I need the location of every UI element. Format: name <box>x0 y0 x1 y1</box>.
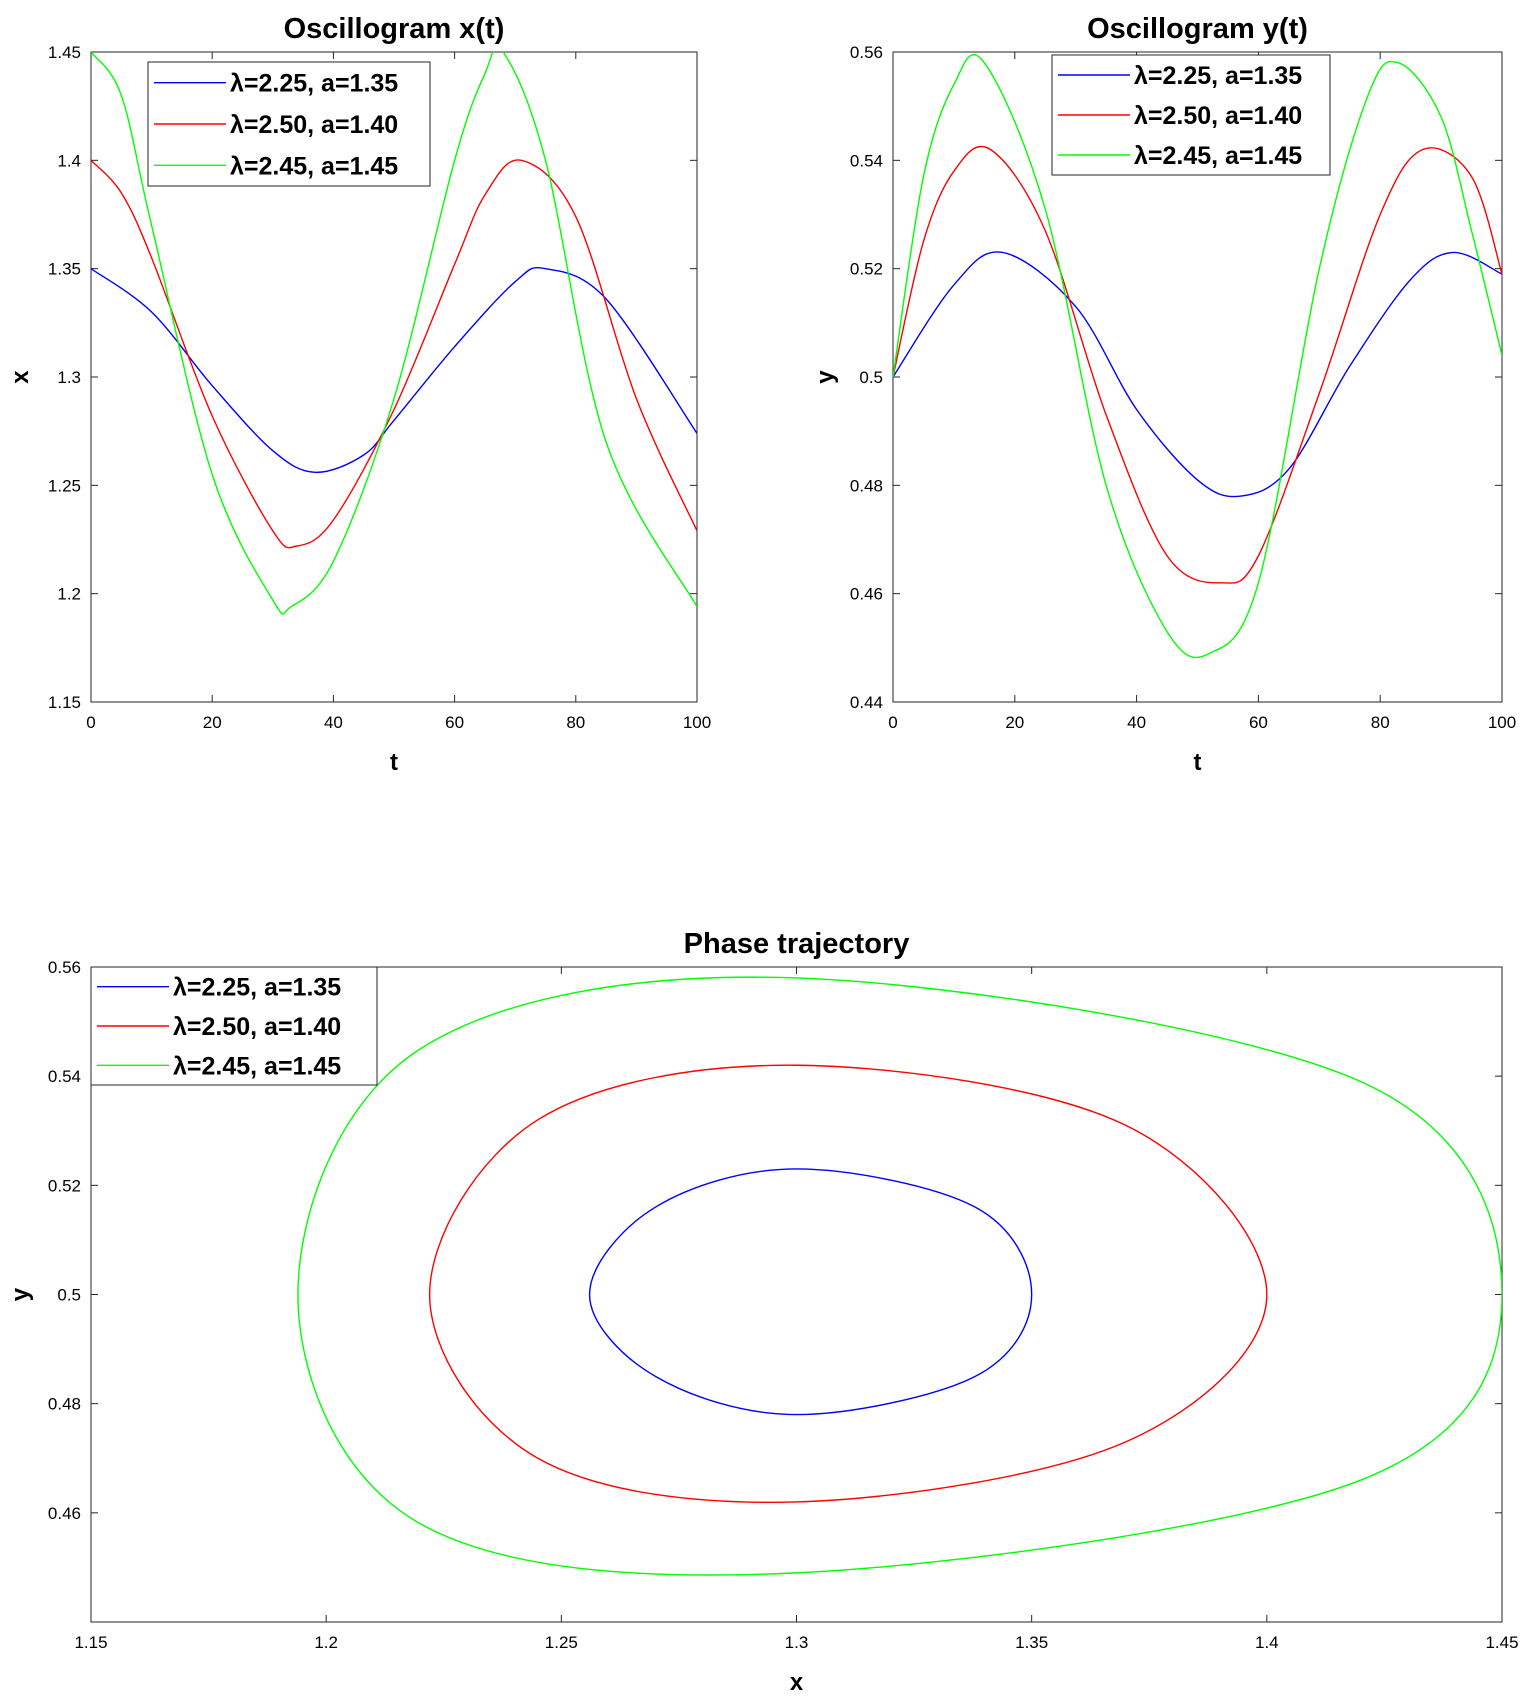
y-tick-label: 0.52 <box>48 1176 81 1195</box>
y-tick-label: 1.4 <box>57 151 81 170</box>
y-tick-label: 0.46 <box>48 1504 81 1523</box>
series-lines <box>893 54 1502 659</box>
x-tick-label: 40 <box>324 713 343 732</box>
chart-oscillogram-x: 0 20 40 60 80 100 1.15 1.2 1.25 1.3 1.35 1.4 1.45 Osc… <box>7 13 711 776</box>
y-tick-label: 0.52 <box>850 260 883 279</box>
legend-label-0: λ=2.25, a=1.35 <box>1134 62 1302 90</box>
y-axis-label: y <box>812 370 839 384</box>
x-tick-label: 1.2 <box>314 1633 338 1652</box>
x-axis-label: x <box>790 1669 804 1696</box>
x-tick-label: 100 <box>683 713 711 732</box>
legend-label-0: λ=2.25, a=1.35 <box>230 70 398 98</box>
series-line-0 <box>588 1168 1033 1416</box>
y-axis-label: x <box>7 370 34 384</box>
y-axis-label: y <box>7 1287 34 1301</box>
x-tick-label: 20 <box>203 713 222 732</box>
y-tick-label: 0.48 <box>48 1395 81 1414</box>
y-tick-label: 0.46 <box>850 585 883 604</box>
series-line-0 <box>893 251 1502 498</box>
x-tick-label: 1.45 <box>1485 1633 1518 1652</box>
x-tick-label: 0 <box>86 713 95 732</box>
legend-label-1: λ=2.50, a=1.40 <box>230 111 398 139</box>
legend-label-2: λ=2.45, a=1.45 <box>230 152 398 180</box>
chart-title: Phase trajectory <box>684 928 910 960</box>
legend: λ=2.25, a=1.35 λ=2.50, a=1.40 λ=2.45, a=1.… <box>90 966 378 1086</box>
y-tick-label: 0.56 <box>850 43 883 62</box>
legend: λ=2.25, a=1.35 λ=2.50, a=1.40 λ=2.45, a=1.… <box>1051 54 1331 176</box>
y-tick-label: 1.3 <box>57 368 81 387</box>
series-line-2 <box>297 976 1502 1576</box>
x-axis-label: t <box>390 749 398 776</box>
chart-phase-trajectory: 1.15 1.2 1.25 1.3 1.35 1.4 1.45 0.46 0.48 0.5 0.52… <box>7 928 1519 1696</box>
series-line-1 <box>428 1064 1268 1503</box>
y-tick-label: 0.44 <box>850 693 883 712</box>
chart-title: Oscillogram y(t) <box>1087 13 1308 45</box>
x-tick-label: 80 <box>1371 713 1390 732</box>
legend: λ=2.25, a=1.35 λ=2.50, a=1.40 λ=2.45, a=1.… <box>147 61 431 187</box>
series-lines <box>297 976 1502 1576</box>
x-tick-label: 0 <box>888 713 897 732</box>
legend-label-1: λ=2.50, a=1.40 <box>173 1013 341 1041</box>
x-tick-label: 1.3 <box>785 1633 809 1652</box>
x-tick-label: 100 <box>1488 713 1516 732</box>
series-line-2 <box>893 54 1502 659</box>
y-tick-label: 0.48 <box>850 476 883 495</box>
y-tick-label: 1.35 <box>48 260 81 279</box>
y-tick-label: 0.5 <box>859 368 883 387</box>
y-tick-label: 1.45 <box>48 43 81 62</box>
chart-title: Oscillogram x(t) <box>284 13 505 45</box>
series-line-2 <box>91 52 697 615</box>
series-line-0 <box>91 266 697 474</box>
y-tick-label: 0.56 <box>48 958 81 977</box>
chart-oscillogram-y: 0 20 40 60 80 100 0.44 0.46 0.48 0.5 0.52 0.54 0.56 O… <box>812 13 1516 776</box>
series-line-1 <box>91 159 697 549</box>
y-tick-label: 1.2 <box>57 585 81 604</box>
x-tick-label: 60 <box>1249 713 1268 732</box>
x-tick-label: 1.4 <box>1255 1633 1279 1652</box>
legend-label-2: λ=2.45, a=1.45 <box>173 1052 341 1080</box>
series-lines <box>91 52 697 615</box>
x-tick-label: 80 <box>566 713 585 732</box>
y-tick-label: 0.5 <box>57 1286 81 1305</box>
y-tick-label: 1.25 <box>48 476 81 495</box>
series-line-1 <box>893 145 1502 584</box>
x-tick-label: 1.15 <box>74 1633 107 1652</box>
x-tick-label: 1.35 <box>1015 1633 1048 1652</box>
x-axis-label: t <box>1194 749 1202 776</box>
x-tick-label: 60 <box>445 713 464 732</box>
y-tick-label: 0.54 <box>48 1067 81 1086</box>
y-tick-label: 0.54 <box>850 151 883 170</box>
y-tick-label: 1.15 <box>48 693 81 712</box>
x-tick-label: 1.25 <box>545 1633 578 1652</box>
legend-label-0: λ=2.25, a=1.35 <box>173 974 341 1002</box>
legend-label-1: λ=2.50, a=1.40 <box>1134 102 1302 130</box>
x-tick-label: 20 <box>1005 713 1024 732</box>
x-tick-label: 40 <box>1127 713 1146 732</box>
legend-label-2: λ=2.45, a=1.45 <box>1134 142 1302 170</box>
